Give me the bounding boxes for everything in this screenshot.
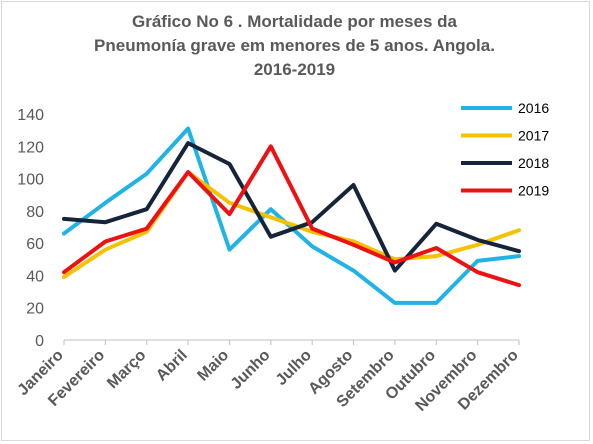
y-tick-label: 0: [35, 333, 44, 350]
series-line-2019: [62, 144, 521, 288]
series-line-2018: [62, 141, 521, 273]
legend-label-2016: 2016: [518, 100, 549, 116]
y-tick-label: 120: [17, 139, 44, 156]
chart-title-line-3: 2016-2019: [253, 60, 336, 79]
x-tick-label: Abril: [153, 347, 191, 385]
legend-label-2018: 2018: [518, 155, 549, 171]
y-tick-label: 80: [26, 204, 44, 221]
y-tick-label: 40: [26, 268, 44, 285]
x-tick-label: Março: [104, 347, 150, 393]
chart-title-line-1: Gráfico No 6 . Mortalidade por meses da: [132, 12, 457, 31]
series-lines: [62, 126, 521, 305]
x-tick-label: Maio: [194, 347, 232, 385]
y-axis-ticks: 0 20 40 60 80 100 120 140: [17, 107, 44, 350]
legend-label-2017: 2017: [518, 128, 549, 144]
y-tick-label: 60: [26, 236, 44, 253]
x-tick-label: Junho: [228, 347, 274, 393]
chart-title-line-2: Pneumonía grave em menores de 5 anos. An…: [94, 36, 495, 55]
y-tick-label: 20: [26, 301, 44, 318]
legend: 2016 2017 2018 2019: [461, 100, 549, 199]
chart-title: Gráfico No 6 . Mortalidade por meses da …: [0, 10, 589, 82]
legend-label-2019: 2019: [518, 183, 549, 199]
y-tick-label: 100: [17, 172, 44, 189]
y-tick-label: 140: [17, 107, 44, 124]
